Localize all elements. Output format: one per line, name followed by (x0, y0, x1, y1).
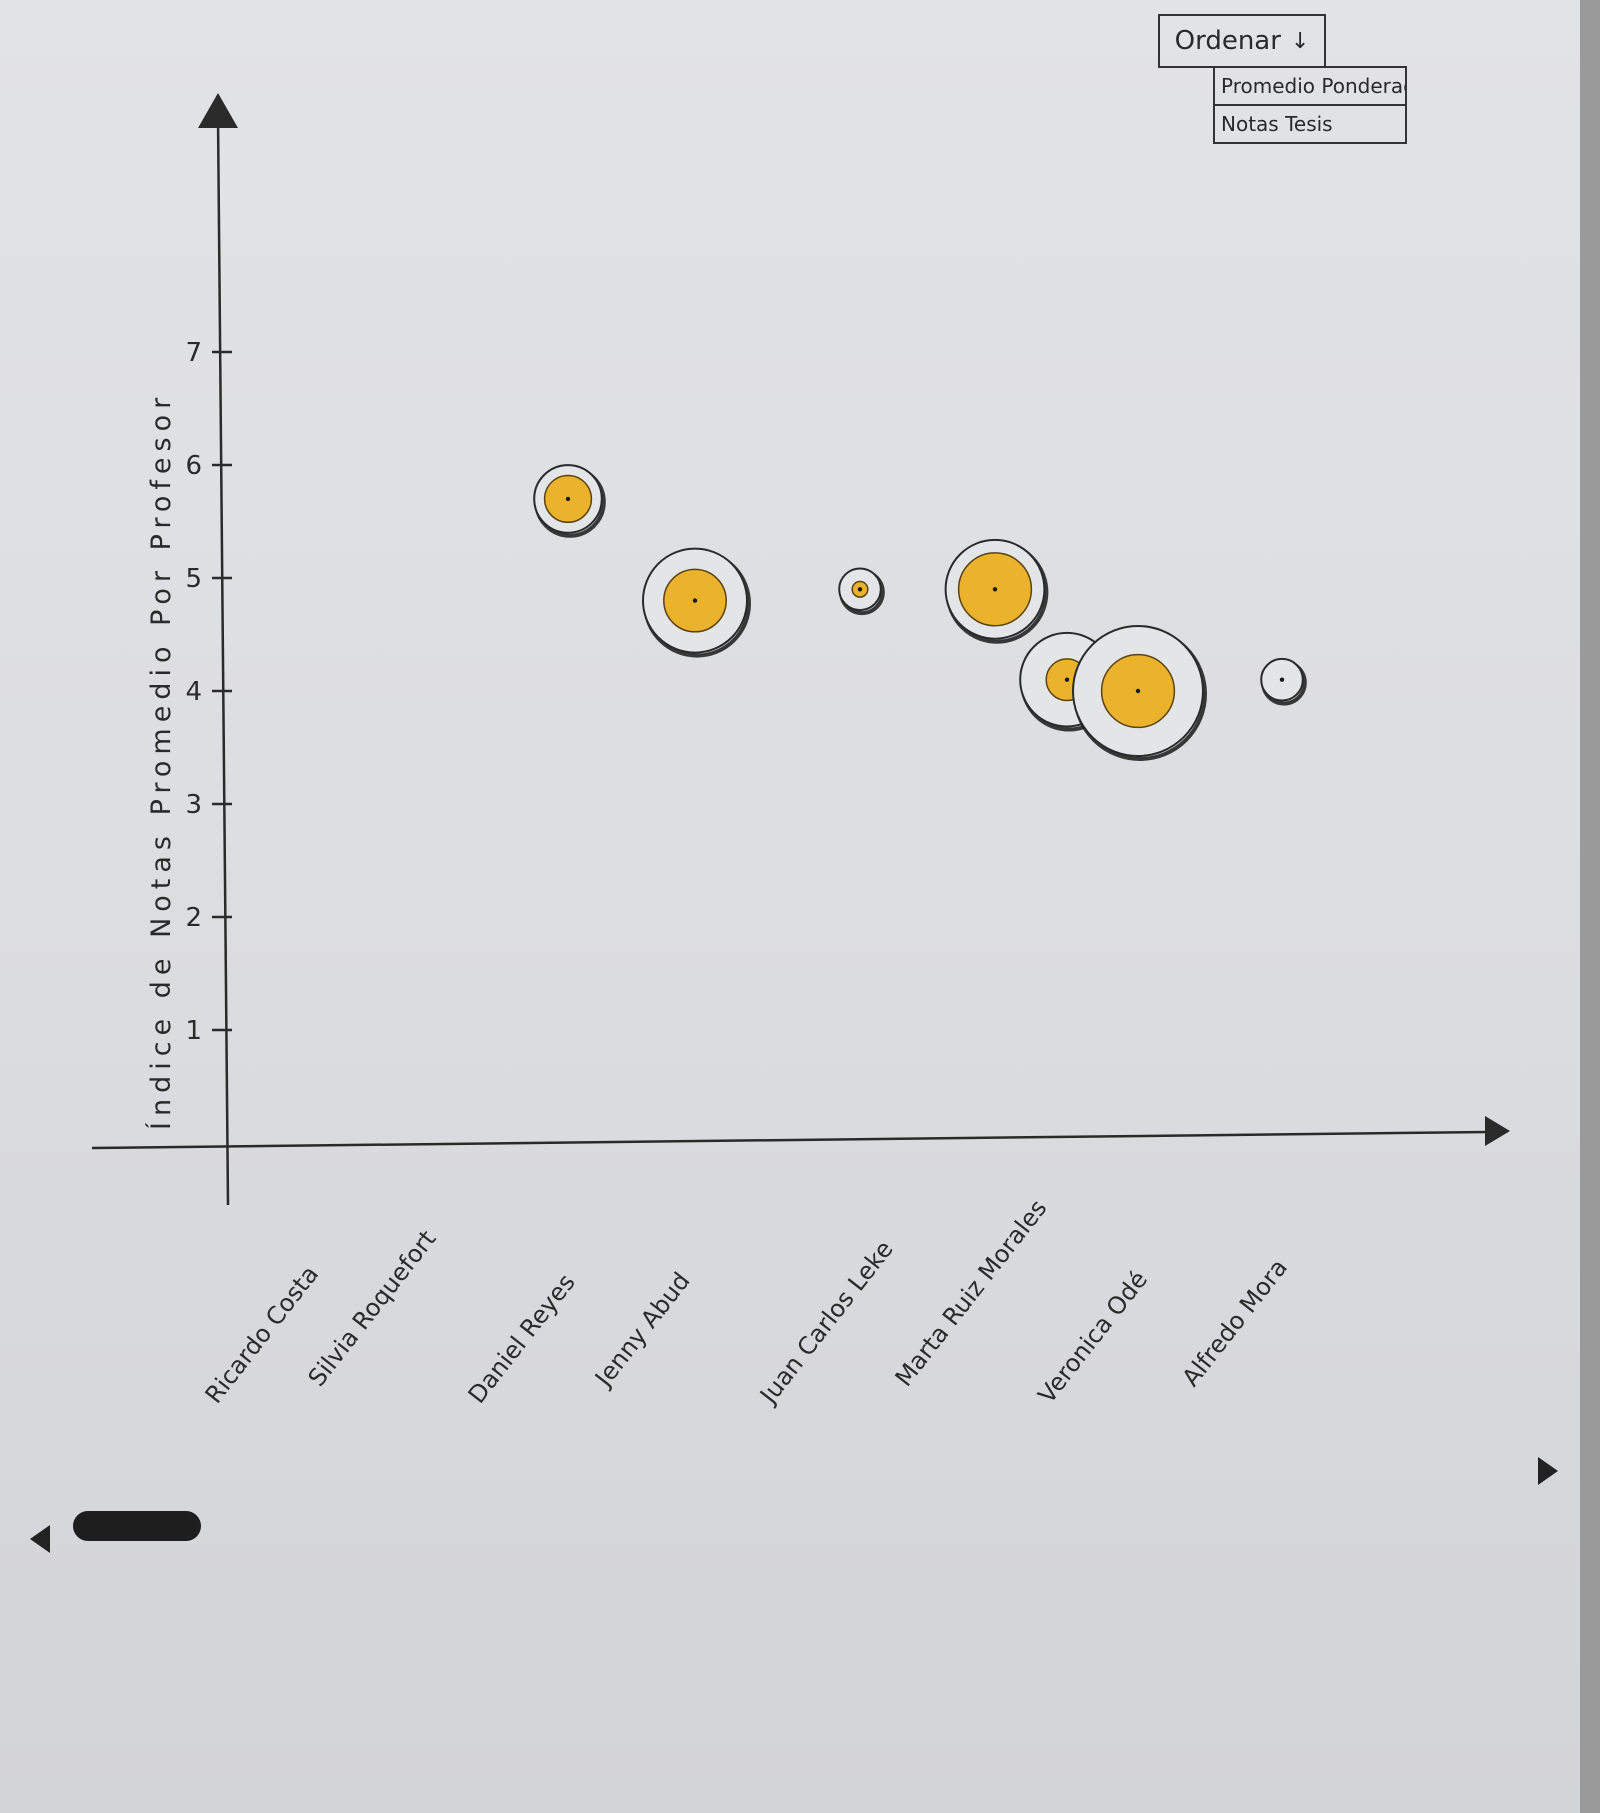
bubble-center-dot (692, 598, 698, 603)
y-tick-label: 3 (185, 790, 202, 820)
bubble[interactable] (1260, 657, 1307, 706)
y-axis-title: Índice de Notas Promedio Por Profesor (145, 392, 177, 1130)
bubble-center-dot (565, 496, 571, 502)
y-tick-label: 4 (185, 677, 202, 707)
sort-dropdown-menu: Promedio Ponderado Notas Tesis (1213, 66, 1407, 144)
y-tick-label: 5 (185, 564, 202, 594)
x-category-label: Alfredo Mora (1177, 1254, 1293, 1392)
x-category-label: Ricardo Costa (200, 1260, 324, 1408)
y-tick-label: 2 (185, 903, 202, 933)
x-axis-line (91, 1130, 1489, 1150)
bubble[interactable] (533, 464, 606, 538)
y-tick-label: 1 (185, 1016, 202, 1046)
next-arrow-icon[interactable] (1538, 1457, 1558, 1485)
previous-arrow-icon[interactable] (30, 1525, 50, 1553)
x-category-label: Silvia Roquefort (303, 1225, 442, 1392)
y-tick-label: 6 (185, 451, 202, 481)
sort-button[interactable]: Ordenar ↓ (1158, 14, 1326, 68)
y-axis-ticks: 1 2 3 4 5 6 7 (185, 338, 232, 1046)
y-axis-arrowhead (198, 93, 238, 128)
horizontal-scrollbar-thumb[interactable] (73, 1511, 201, 1541)
bubble[interactable] (642, 547, 751, 658)
bubble-center-dot (1279, 677, 1285, 682)
x-category-label: Juan Carlos Leke (753, 1235, 898, 1410)
bubble[interactable] (1072, 625, 1207, 761)
y-axis-line (216, 117, 230, 1206)
x-category-label: Marta Ruiz Morales (890, 1194, 1053, 1391)
y-tick-label: 7 (185, 338, 202, 368)
bubble[interactable] (944, 538, 1049, 644)
bubble-center-dot (1064, 677, 1070, 682)
arrow-down-icon: ↓ (1290, 28, 1310, 54)
x-category-label: Veronica Odé (1033, 1266, 1153, 1409)
x-category-label: Jenny Abud (588, 1267, 695, 1393)
x-axis-arrowhead (1485, 1116, 1510, 1146)
sort-button-label: Ordenar (1174, 26, 1281, 56)
chart-axes (91, 93, 1510, 1206)
sort-option-promedio-ponderado[interactable]: Promedio Ponderado (1221, 74, 1405, 98)
x-category-label: Daniel Reyes (463, 1269, 581, 1409)
bubble-center-dot (1135, 688, 1141, 694)
bubble[interactable] (838, 567, 885, 616)
bubble-series (533, 464, 1307, 761)
sort-option-notas-tesis[interactable]: Notas Tesis (1215, 104, 1405, 142)
bubble-center-dot (992, 587, 998, 592)
bubble-center-dot (857, 587, 863, 592)
